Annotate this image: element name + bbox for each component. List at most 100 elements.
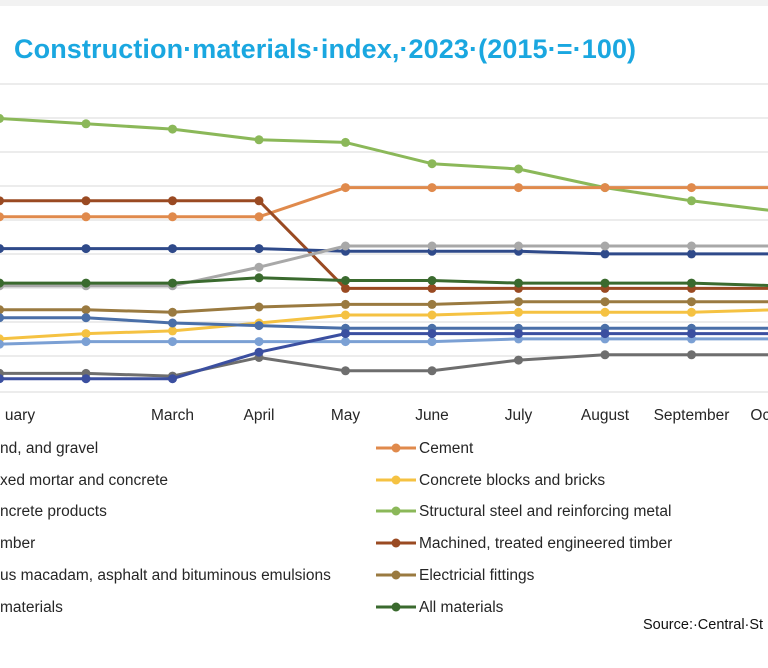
data-point (341, 329, 350, 339)
data-point (687, 249, 696, 259)
x-tick-label: June (415, 407, 449, 424)
data-point (600, 307, 610, 317)
data-point (427, 183, 437, 193)
data-point (81, 119, 91, 129)
data-point (514, 241, 523, 251)
data-point (0, 305, 4, 315)
legend-item: Machined, treated engineered timber (376, 535, 672, 552)
chart-title: Construction·materials·index,·2023·(2015… (14, 34, 637, 64)
data-point (427, 337, 437, 347)
data-point (600, 241, 610, 251)
data-point (427, 241, 437, 251)
legend-swatch-marker (391, 538, 401, 548)
data-point (427, 310, 437, 320)
data-point (0, 313, 4, 323)
source-note: Source:·Central·St (643, 617, 764, 633)
data-point (168, 318, 177, 328)
legend-swatch-marker (391, 570, 401, 580)
data-point (81, 305, 91, 315)
data-point (341, 137, 350, 147)
series-line (0, 353, 768, 378)
legend-item: ncrete products (0, 503, 107, 520)
data-point (341, 337, 350, 347)
data-point (168, 212, 177, 222)
legend-item: Structural steel and reinforcing metal (376, 503, 671, 520)
data-point (341, 276, 350, 285)
data-point (168, 374, 177, 384)
x-tick-label: August (581, 407, 630, 424)
data-point (254, 347, 264, 357)
legend-swatch-marker (391, 443, 401, 453)
x-tick-label: uary (5, 407, 35, 424)
data-point (254, 273, 264, 283)
data-point (254, 212, 264, 222)
series-line (0, 300, 768, 314)
data-point (427, 366, 437, 376)
legend-label: nd, and gravel (0, 440, 98, 457)
legend-label: us macadam, asphalt and bituminous emuls… (0, 567, 331, 584)
data-point (168, 124, 177, 134)
data-point (514, 307, 523, 317)
data-point (600, 183, 610, 193)
x-tick-label: October (750, 407, 768, 424)
data-point (81, 278, 91, 288)
x-tick-label: July (505, 407, 533, 424)
x-tick-label: April (243, 407, 274, 424)
data-point (600, 297, 610, 307)
legend-item: Concrete blocks and bricks (376, 472, 605, 489)
legend-label: Machined, treated engineered timber (419, 535, 672, 552)
data-point (0, 244, 4, 254)
series-line (0, 316, 768, 330)
data-point (427, 329, 437, 339)
data-point (0, 278, 4, 288)
data-point (514, 329, 523, 339)
data-point (687, 241, 696, 251)
data-point (687, 350, 696, 360)
x-tick-label: March (151, 407, 194, 424)
data-point (81, 313, 91, 323)
legend: nd, and gravel Cement xed mortar and concr… (0, 440, 672, 616)
legend-item: All materials (376, 599, 504, 616)
legend-item: us macadam, asphalt and bituminous emuls… (0, 567, 331, 584)
data-point (514, 278, 523, 288)
data-point (687, 329, 696, 339)
data-point (427, 276, 437, 285)
legend-label: Structural steel and reinforcing metal (419, 503, 671, 520)
data-point (168, 196, 177, 206)
x-tick-labels: uary March April May June July August September… (5, 407, 768, 424)
data-point (0, 114, 4, 123)
data-point (168, 326, 177, 336)
legend-label: Electricial fittings (419, 567, 535, 584)
data-point (427, 159, 437, 169)
data-point (254, 302, 264, 312)
data-point (81, 244, 91, 254)
data-point (687, 183, 696, 193)
data-point (427, 299, 437, 309)
data-point (254, 196, 264, 206)
data-point (168, 337, 177, 347)
series-line (0, 276, 768, 287)
data-point (514, 297, 523, 307)
data-point (341, 366, 350, 376)
legend-label: All materials (419, 599, 504, 616)
data-point (514, 355, 523, 365)
data-point (600, 350, 610, 360)
series-5 (0, 273, 768, 288)
legend-item: materials (0, 599, 63, 616)
data-point (514, 183, 523, 193)
data-point (427, 283, 437, 293)
legend-label: Concrete blocks and bricks (419, 472, 605, 489)
data-point (341, 310, 350, 320)
series-10 (0, 350, 768, 381)
legend-label: Cement (419, 440, 474, 457)
legend-label: ncrete products (0, 503, 107, 520)
legend-item: xed mortar and concrete (0, 472, 168, 489)
data-point (687, 278, 696, 288)
data-point (254, 321, 264, 331)
data-point (341, 299, 350, 309)
data-point (600, 329, 610, 339)
data-point (81, 329, 91, 339)
data-point (254, 262, 264, 272)
legend-swatch-marker (391, 506, 401, 516)
